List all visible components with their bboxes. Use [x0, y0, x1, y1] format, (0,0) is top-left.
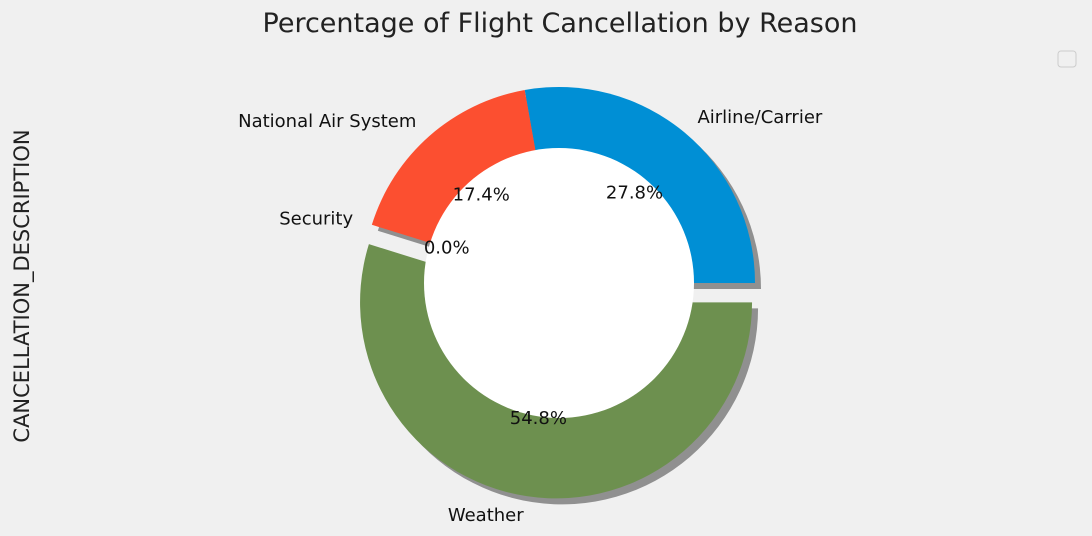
percent-labels: 27.8% 17.4% 0.0% 54.8%	[424, 182, 663, 429]
y-axis-label: CANCELLATION_DESCRIPTION	[10, 129, 35, 442]
percent-label-security: 0.0%	[424, 238, 470, 259]
percent-label-national-air-system: 17.4%	[453, 184, 510, 205]
donut-hole	[424, 148, 694, 418]
chart-title: Percentage of Flight Cancellation by Rea…	[263, 8, 858, 39]
category-label-weather: Weather	[448, 505, 524, 526]
legend-box	[1057, 50, 1077, 68]
category-label-national-air-system: National Air System	[238, 111, 416, 132]
category-label-airline-carrier: Airline/Carrier	[697, 107, 822, 128]
category-labels: Airline/Carrier National Air System Securi…	[238, 107, 823, 526]
percent-label-airline-carrier: 27.8%	[606, 182, 663, 203]
category-label-security: Security	[279, 208, 353, 229]
percent-label-weather: 54.8%	[510, 408, 567, 429]
